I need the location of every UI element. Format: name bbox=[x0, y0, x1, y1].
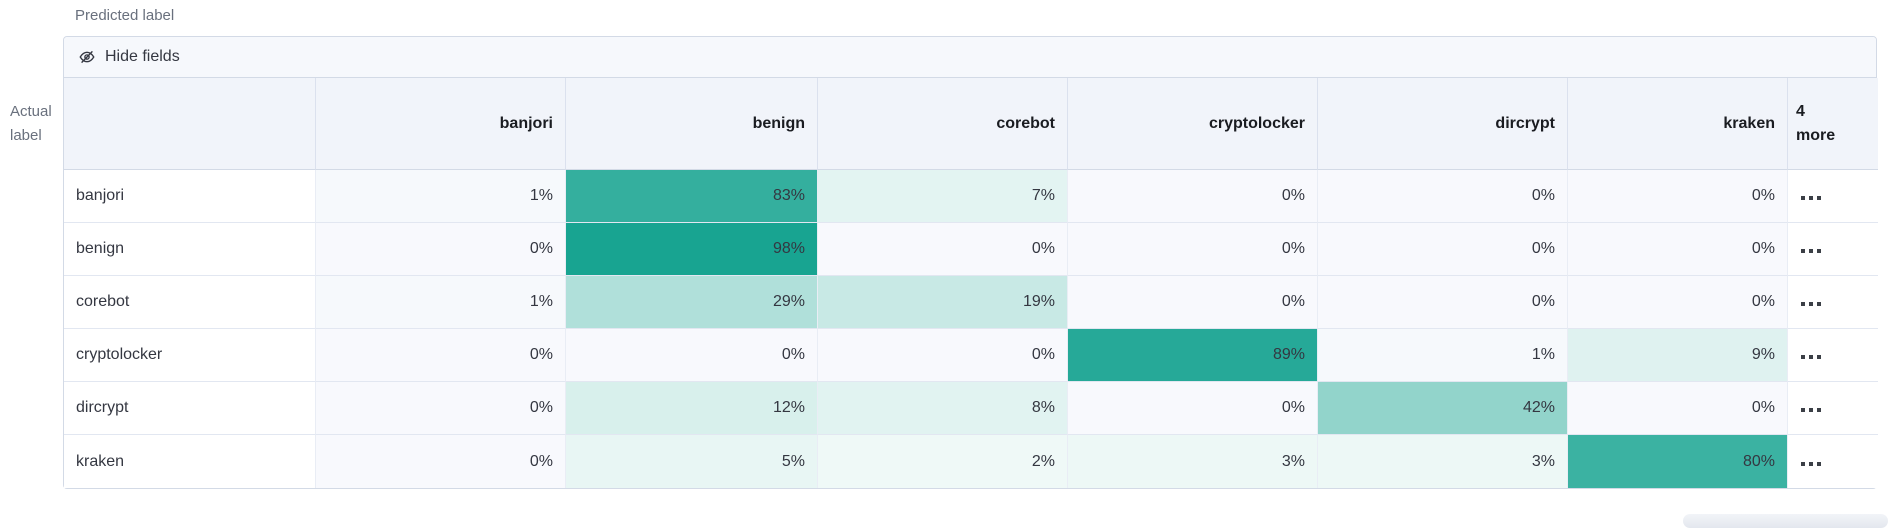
cell-corebot-dircrypt[interactable]: 0% bbox=[1318, 276, 1568, 329]
cell-banjori-banjori[interactable]: 1% bbox=[316, 170, 566, 223]
column-header-dircrypt[interactable]: dircrypt bbox=[1318, 78, 1568, 170]
matrix-row-corebot: corebot 1% 29% 19% 0% 0% 0% bbox=[64, 276, 1878, 329]
box-glyph bbox=[1809, 461, 1813, 466]
box-glyph bbox=[1817, 408, 1821, 412]
cell-dircrypt-corebot[interactable]: 8% bbox=[818, 382, 1068, 435]
cell-benign-cryptolocker[interactable]: 0% bbox=[1068, 223, 1318, 276]
cell-dircrypt-benign[interactable]: 12% bbox=[566, 382, 818, 435]
actual-label-axis-title: Actual label bbox=[10, 100, 52, 148]
row-label-cryptolocker[interactable]: cryptolocker bbox=[64, 329, 316, 382]
box-glyph bbox=[1801, 196, 1805, 200]
column-header-cryptolocker[interactable]: cryptolocker bbox=[1068, 78, 1318, 170]
boxes-horizontal-icon bbox=[1801, 249, 1821, 253]
horizontal-scrollbar[interactable] bbox=[1683, 514, 1888, 528]
actual-label-line2: label bbox=[10, 127, 42, 144]
cell-benign-kraken[interactable]: 0% bbox=[1568, 223, 1788, 276]
boxes-horizontal-icon bbox=[1801, 196, 1821, 200]
row-actions-button[interactable] bbox=[1788, 223, 1878, 276]
row-label-banjori[interactable]: banjori bbox=[64, 170, 316, 223]
cell-banjori-cryptolocker[interactable]: 0% bbox=[1068, 170, 1318, 223]
row-label-corebot[interactable]: corebot bbox=[64, 276, 316, 329]
predicted-label-axis-title: Predicted label bbox=[75, 7, 175, 24]
cell-cryptolocker-corebot[interactable]: 0% bbox=[818, 329, 1068, 382]
cell-kraken-kraken[interactable]: 80% bbox=[1568, 435, 1788, 488]
box-glyph bbox=[1801, 461, 1805, 466]
cell-dircrypt-kraken[interactable]: 0% bbox=[1568, 382, 1788, 435]
cell-cryptolocker-kraken[interactable]: 9% bbox=[1568, 329, 1788, 382]
box-glyph bbox=[1817, 249, 1821, 253]
row-actions-button[interactable] bbox=[1788, 170, 1878, 223]
cell-banjori-corebot[interactable]: 7% bbox=[818, 170, 1068, 223]
cell-cryptolocker-cryptolocker[interactable]: 89% bbox=[1068, 329, 1318, 382]
boxes-horizontal-icon bbox=[1801, 302, 1821, 306]
cell-corebot-corebot[interactable]: 19% bbox=[818, 276, 1068, 329]
box-glyph bbox=[1817, 461, 1821, 466]
row-actions-button[interactable] bbox=[1788, 329, 1878, 382]
box-glyph bbox=[1817, 302, 1821, 306]
cell-corebot-cryptolocker[interactable]: 0% bbox=[1068, 276, 1318, 329]
eye-closed-icon bbox=[79, 50, 95, 64]
box-glyph bbox=[1801, 249, 1805, 253]
row-actions-button[interactable] bbox=[1788, 276, 1878, 329]
cell-cryptolocker-dircrypt[interactable]: 1% bbox=[1318, 329, 1568, 382]
more-columns-word: more bbox=[1796, 126, 1836, 144]
more-columns-header[interactable]: 4 more bbox=[1788, 78, 1878, 170]
cell-corebot-benign[interactable]: 29% bbox=[566, 276, 818, 329]
boxes-horizontal-icon bbox=[1801, 355, 1821, 359]
cell-kraken-benign[interactable]: 5% bbox=[566, 435, 818, 488]
row-label-kraken[interactable]: kraken bbox=[64, 435, 316, 488]
box-glyph bbox=[1801, 408, 1805, 412]
boxes-horizontal-icon bbox=[1801, 408, 1821, 412]
matrix-row-banjori: banjori 1% 83% 7% 0% 0% 0% bbox=[64, 170, 1878, 223]
cell-kraken-cryptolocker[interactable]: 3% bbox=[1068, 435, 1318, 488]
box-glyph bbox=[1817, 196, 1821, 200]
box-glyph bbox=[1809, 302, 1813, 306]
row-actions-button[interactable] bbox=[1788, 382, 1878, 435]
cell-kraken-banjori[interactable]: 0% bbox=[316, 435, 566, 488]
cell-kraken-corebot[interactable]: 2% bbox=[818, 435, 1068, 488]
cell-benign-corebot[interactable]: 0% bbox=[818, 223, 1068, 276]
matrix-row-kraken: kraken 0% 5% 2% 3% 3% 80% bbox=[64, 435, 1878, 488]
cell-dircrypt-cryptolocker[interactable]: 0% bbox=[1068, 382, 1318, 435]
actual-label-line1: Actual bbox=[10, 103, 52, 120]
hide-fields-label: Hide fields bbox=[105, 48, 180, 65]
more-columns-count: 4 bbox=[1796, 102, 1805, 120]
column-header-kraken[interactable]: kraken bbox=[1568, 78, 1788, 170]
confusion-matrix-panel: Hide fields banjori benign corebot crypt… bbox=[63, 36, 1878, 489]
cell-corebot-banjori[interactable]: 1% bbox=[316, 276, 566, 329]
row-label-dircrypt[interactable]: dircrypt bbox=[64, 382, 316, 435]
cell-corebot-kraken[interactable]: 0% bbox=[1568, 276, 1788, 329]
box-glyph bbox=[1817, 355, 1821, 359]
row-actions-button[interactable] bbox=[1788, 435, 1878, 488]
box-glyph bbox=[1801, 302, 1805, 306]
cell-benign-banjori[interactable]: 0% bbox=[316, 223, 566, 276]
column-header-banjori[interactable]: banjori bbox=[316, 78, 566, 170]
boxes-horizontal-icon bbox=[1801, 461, 1821, 466]
column-header-benign[interactable]: benign bbox=[566, 78, 818, 170]
cell-kraken-dircrypt[interactable]: 3% bbox=[1318, 435, 1568, 488]
box-glyph bbox=[1809, 408, 1813, 412]
hide-fields-button[interactable]: Hide fields bbox=[64, 37, 1876, 78]
cell-benign-benign[interactable]: 98% bbox=[566, 223, 818, 276]
matrix-row-cryptolocker: cryptolocker 0% 0% 0% 89% 1% 9% bbox=[64, 329, 1878, 382]
cell-cryptolocker-benign[interactable]: 0% bbox=[566, 329, 818, 382]
row-label-column-header bbox=[64, 78, 316, 170]
header-row: banjori benign corebot cryptolocker dirc… bbox=[64, 78, 1878, 170]
box-glyph bbox=[1809, 249, 1813, 253]
box-glyph bbox=[1809, 196, 1813, 200]
box-glyph bbox=[1809, 355, 1813, 359]
matrix-row-benign: benign 0% 98% 0% 0% 0% 0% bbox=[64, 223, 1878, 276]
matrix-row-dircrypt: dircrypt 0% 12% 8% 0% 42% 0% bbox=[64, 382, 1878, 435]
cell-banjori-kraken[interactable]: 0% bbox=[1568, 170, 1788, 223]
confusion-matrix-table: banjori benign corebot cryptolocker dirc… bbox=[64, 78, 1878, 488]
row-label-benign[interactable]: benign bbox=[64, 223, 316, 276]
cell-banjori-benign[interactable]: 83% bbox=[566, 170, 818, 223]
cell-dircrypt-banjori[interactable]: 0% bbox=[316, 382, 566, 435]
cell-banjori-dircrypt[interactable]: 0% bbox=[1318, 170, 1568, 223]
box-glyph bbox=[1801, 355, 1805, 359]
column-header-corebot[interactable]: corebot bbox=[818, 78, 1068, 170]
cell-benign-dircrypt[interactable]: 0% bbox=[1318, 223, 1568, 276]
cell-dircrypt-dircrypt[interactable]: 42% bbox=[1318, 382, 1568, 435]
cell-cryptolocker-banjori[interactable]: 0% bbox=[316, 329, 566, 382]
